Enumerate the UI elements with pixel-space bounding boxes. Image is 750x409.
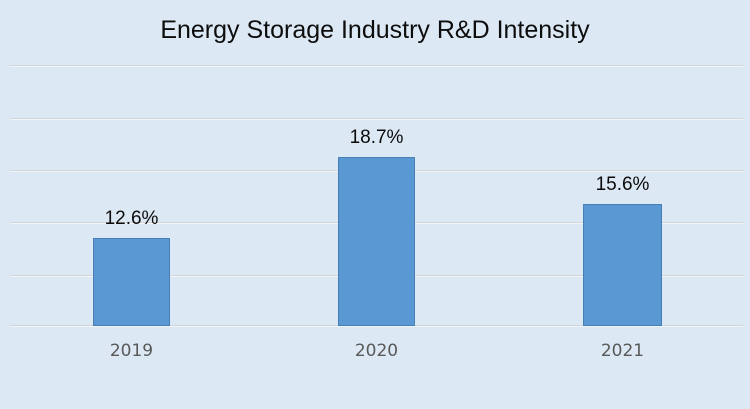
value-label-2019: 12.6%	[104, 208, 159, 229]
gridline	[10, 118, 743, 119]
bar-2020	[338, 157, 415, 326]
bar-2021	[583, 204, 662, 326]
value-label-2020: 18.7%	[349, 127, 404, 148]
bar-2019	[93, 238, 170, 326]
x-axis-label-2021: 2021	[600, 341, 645, 361]
gridline	[10, 65, 743, 66]
x-axis-label-2019: 2019	[109, 341, 154, 361]
x-axis-label-2020: 2020	[354, 341, 399, 361]
value-label-2021: 15.6%	[595, 174, 650, 195]
chart-title: Energy Storage Industry R&D Intensity	[160, 16, 590, 44]
